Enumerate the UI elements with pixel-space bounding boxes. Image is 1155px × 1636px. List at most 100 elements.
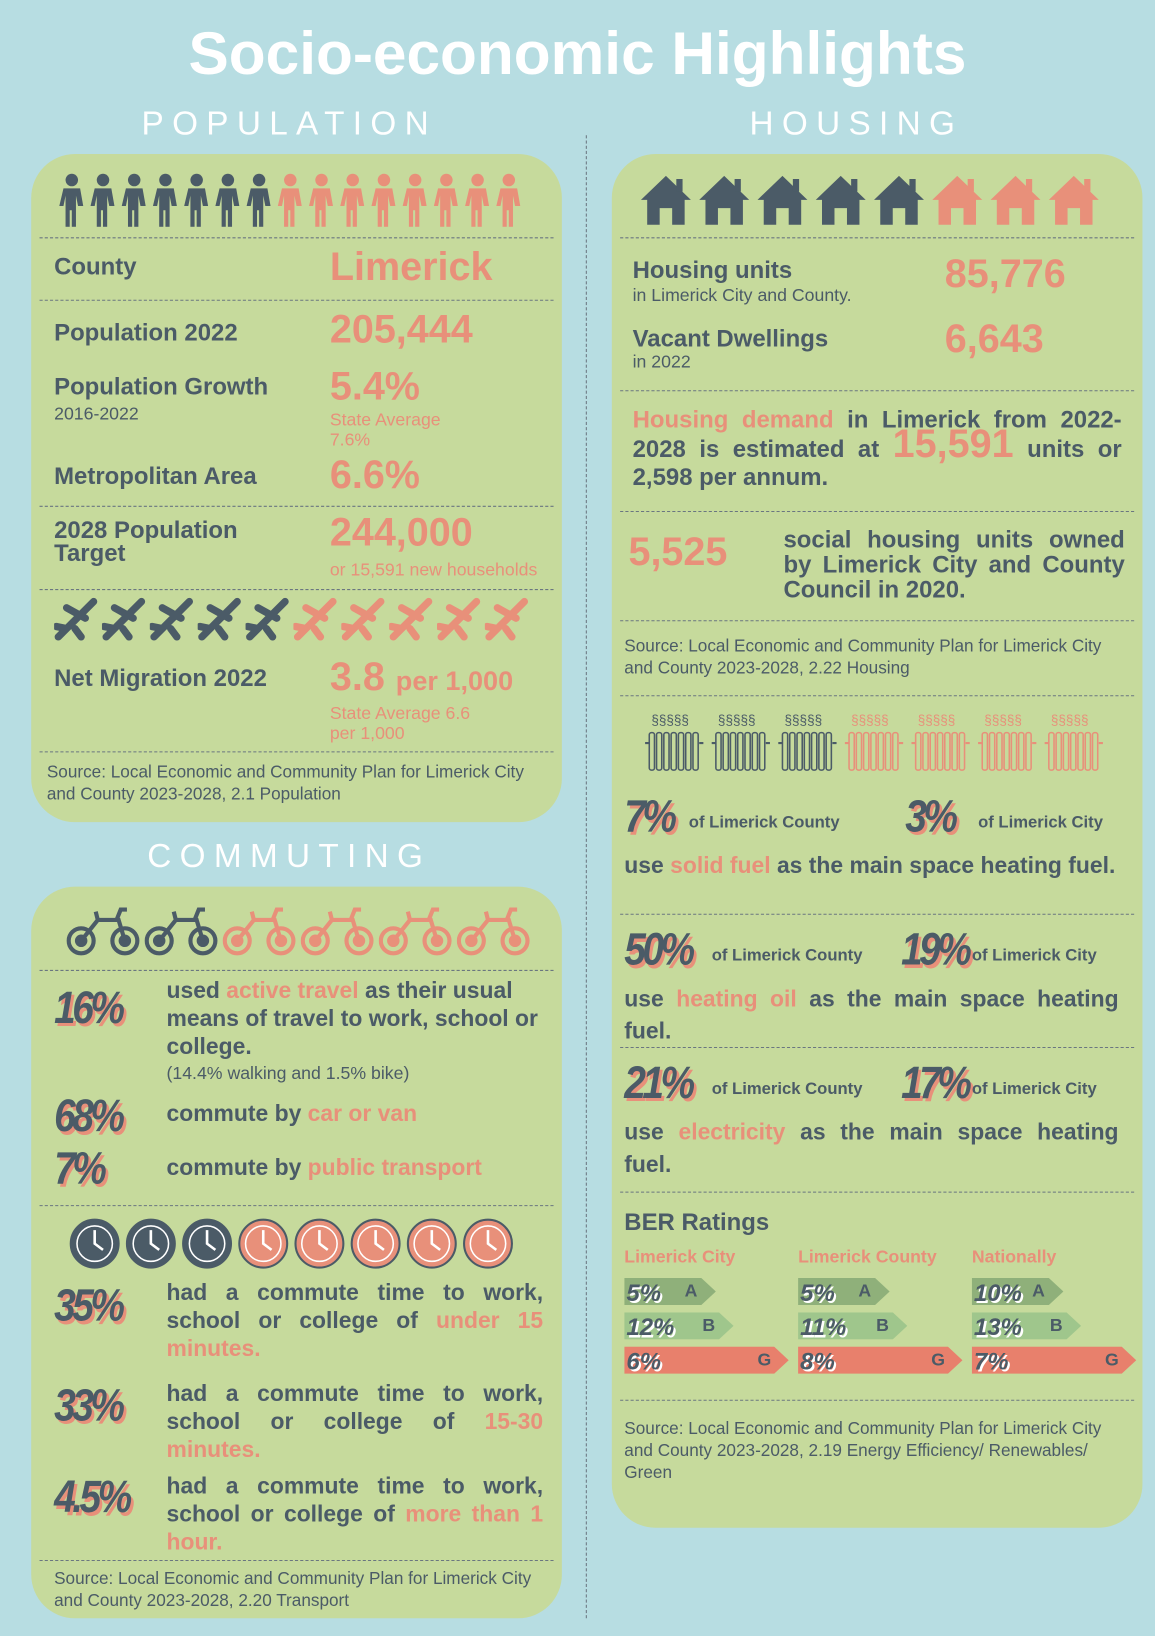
label: Housing units <box>632 256 793 284</box>
value: 6.6% <box>329 453 420 498</box>
graphic <box>188 1225 226 1263</box>
text: had a commute time to work, school or co… <box>166 1472 544 1527</box>
graphic <box>252 173 266 187</box>
sub-label: 2016-2022 <box>54 403 139 424</box>
graphic <box>235 907 284 943</box>
graphic <box>951 731 959 771</box>
graphic <box>190 173 203 187</box>
dashed-rule <box>39 1560 554 1562</box>
graphic <box>914 731 922 771</box>
graphic <box>815 175 866 225</box>
text: units or 2,598 per annum. <box>632 435 1122 491</box>
house-icon <box>640 175 691 225</box>
graphic <box>341 597 385 641</box>
graphic <box>110 926 140 956</box>
ber-arrow <box>971 1312 1082 1340</box>
highlight: heating oil <box>676 985 797 1012</box>
clock-icon <box>350 1218 401 1269</box>
clock-icon <box>406 1218 457 1269</box>
highlight: car or van <box>307 1100 418 1127</box>
ber-grade: G <box>1105 1349 1119 1370</box>
text: use <box>624 1118 679 1145</box>
graphic <box>408 173 422 187</box>
ber-pct: 6% <box>626 1347 661 1375</box>
bike-icon <box>300 907 374 956</box>
graphic <box>1010 731 1018 771</box>
ber-grade: A <box>1032 1281 1045 1301</box>
graphic <box>1025 731 1032 771</box>
graphic <box>422 926 452 956</box>
note: or 15,591 new households <box>329 559 538 580</box>
stat: 50% <box>624 924 695 976</box>
graphic <box>484 597 529 641</box>
graphic: §§§§§ <box>651 712 689 727</box>
graphic <box>65 173 79 187</box>
clock-icon <box>294 1218 345 1269</box>
radiator-icon: §§§§§ <box>711 712 770 771</box>
graphic <box>313 907 362 943</box>
highlight: public transport <box>307 1154 482 1181</box>
dashed-rule <box>620 695 1135 697</box>
clock-icon <box>125 1218 176 1269</box>
graphic <box>922 731 929 771</box>
label: Population Growth <box>54 372 269 400</box>
graphic <box>184 188 209 227</box>
value: Limerick <box>329 245 493 290</box>
graphic <box>670 731 678 771</box>
graphic <box>159 173 172 187</box>
dashed-rule <box>620 1191 1135 1193</box>
person-icon <box>121 173 146 227</box>
house-icon <box>874 175 924 225</box>
graphic <box>943 731 951 771</box>
stat: 7% <box>624 790 677 842</box>
radiator-icon: §§§§§ <box>978 712 1037 771</box>
graphic <box>648 731 656 771</box>
graphic <box>377 173 391 187</box>
sub-label: in Limerick City and County. <box>632 285 852 305</box>
value: 5.4% <box>329 365 420 409</box>
bike-icon <box>456 907 530 956</box>
graphic <box>205 1230 217 1251</box>
graphic <box>825 731 833 771</box>
label: Net Migration 2022 <box>54 663 267 692</box>
ber-arrow <box>971 1277 1064 1306</box>
clock-icon <box>463 1218 513 1269</box>
ber-pct: 8% <box>800 1347 835 1375</box>
graphic: had a commute time to work, school or co… <box>166 1278 543 1362</box>
graphic <box>76 1225 114 1263</box>
graphic <box>996 731 1003 771</box>
stat-label: of Limerick City <box>971 1080 1097 1098</box>
stat: 3% <box>905 790 958 842</box>
stat-label: of Limerick County <box>688 813 840 832</box>
graphic <box>391 907 440 943</box>
graphic <box>433 188 458 227</box>
graphic <box>655 731 663 771</box>
ber-rating: 6% G <box>624 1346 796 1375</box>
ber-arrow <box>798 1277 890 1306</box>
text: had a commute time to work, school or co… <box>166 1279 544 1334</box>
graphic <box>967 179 974 192</box>
person-icon <box>433 173 458 227</box>
source: Source: Local Economic and Community Pla… <box>624 1419 1102 1482</box>
graphic <box>352 934 366 948</box>
bike-icon <box>66 907 140 956</box>
pictogram-row <box>639 173 1101 227</box>
graphic <box>430 934 444 948</box>
graphic <box>315 173 328 187</box>
graphic <box>736 731 744 771</box>
highlight: Housing demand <box>632 405 834 433</box>
stat: 7% <box>54 1142 107 1194</box>
ber-arrow <box>624 1277 716 1306</box>
graphic <box>676 179 683 192</box>
graphic <box>300 1225 338 1263</box>
text: commute by <box>166 1154 308 1181</box>
value: 244,000 <box>329 510 473 555</box>
highlight: under 15 minutes. <box>166 1307 544 1362</box>
graphic <box>293 597 337 641</box>
pictogram-row <box>54 597 529 641</box>
person-icon <box>59 173 84 227</box>
graphic <box>751 731 759 771</box>
graphic <box>848 731 856 771</box>
graphic: use heating oil as the main space heatin… <box>624 982 1118 1047</box>
radiator-icon: §§§§§ <box>911 712 970 771</box>
